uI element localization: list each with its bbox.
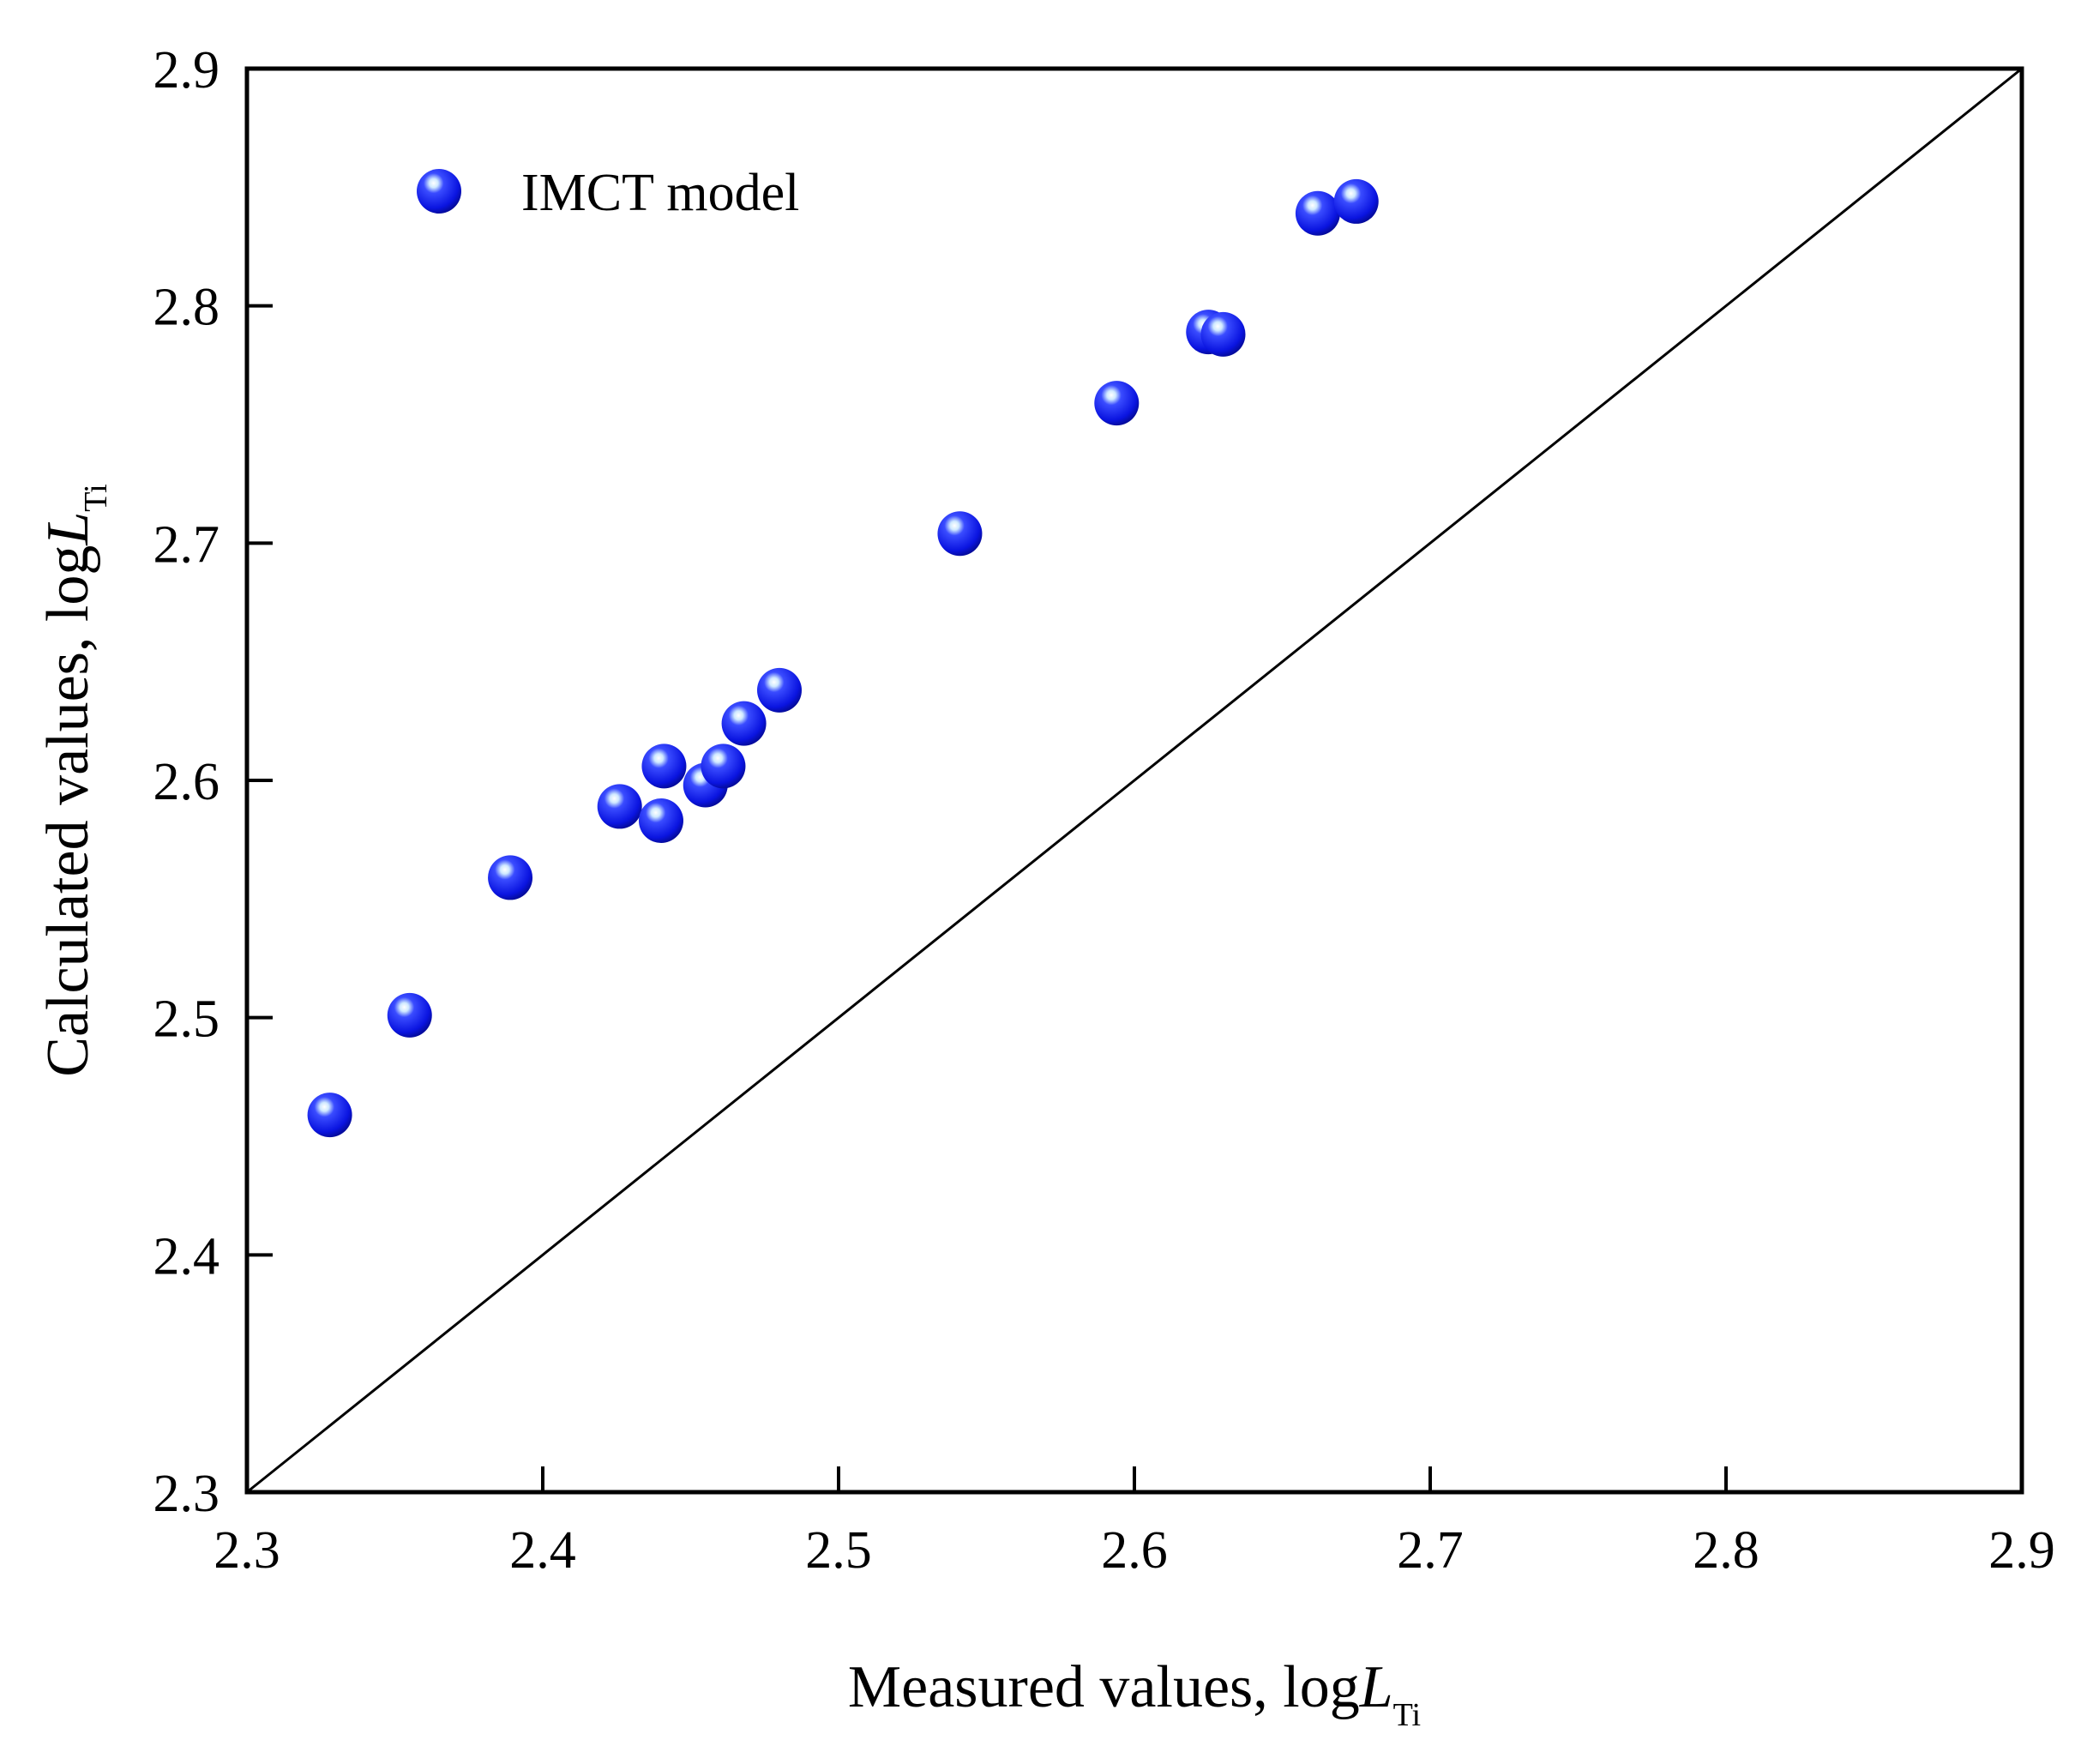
data-point <box>307 1093 352 1138</box>
data-points <box>307 178 1379 1138</box>
data-point <box>701 744 746 789</box>
y-tick-label: 2.5 <box>153 990 220 1049</box>
data-point <box>488 855 533 900</box>
data-point <box>597 784 642 829</box>
data-point <box>1094 381 1140 426</box>
x-tick-label: 2.7 <box>1397 1521 1464 1580</box>
legend: IMCT model <box>417 164 799 222</box>
y-tick-label: 2.7 <box>153 515 220 574</box>
data-point <box>1200 311 1246 357</box>
data-point <box>387 992 432 1038</box>
data-point <box>757 667 802 713</box>
legend-label: IMCT model <box>521 164 799 222</box>
x-tick-label: 2.3 <box>214 1521 280 1580</box>
x-tick-label: 2.5 <box>805 1521 872 1580</box>
identity-reference-line <box>246 67 2023 1494</box>
legend-marker <box>417 169 461 214</box>
data-point <box>639 798 683 844</box>
y-tick-label: 2.4 <box>153 1227 220 1285</box>
y-axis-title: Calculated values, logLTi <box>35 484 114 1076</box>
x-tick-label: 2.4 <box>509 1521 576 1580</box>
y-tick-label: 2.3 <box>153 1465 220 1523</box>
data-point <box>937 511 983 557</box>
y-tick-label: 2.6 <box>153 753 220 811</box>
data-point <box>641 744 687 789</box>
x-axis-title: Measured values, logLTi <box>848 1654 1421 1733</box>
data-point <box>721 701 767 746</box>
y-axis-ticks: 2.3 2.4 2.5 2.6 2.7 2.8 2.9 <box>153 41 273 1523</box>
x-tick-label: 2.9 <box>1988 1521 2055 1580</box>
x-tick-label: 2.8 <box>1693 1521 1759 1580</box>
y-tick-label: 2.8 <box>153 279 220 337</box>
data-point <box>1333 178 1379 224</box>
x-tick-label: 2.6 <box>1101 1521 1168 1580</box>
x-axis-ticks: 2.3 2.4 2.5 2.6 2.7 2.8 2.9 <box>214 1466 2055 1580</box>
data-point <box>1295 190 1340 236</box>
y-tick-label: 2.9 <box>153 41 220 99</box>
